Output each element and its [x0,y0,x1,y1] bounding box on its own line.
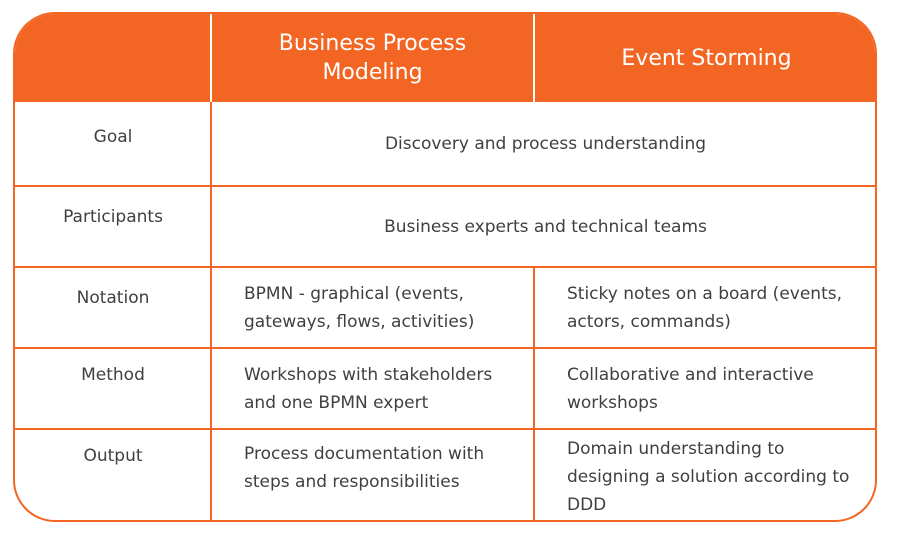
method-es-text: Collaborative and interactive workshops [567,364,814,413]
header-empty-cell [15,14,211,102]
method-bpm-text: Workshops with stakeholders and one BPMN… [244,364,493,413]
header-divider [210,14,212,102]
row-label-method: Method [15,347,211,403]
notation-es-value: Sticky notes on a board (events, actors,… [535,268,875,347]
notation-es-text: Sticky notes on a board (events, actors,… [567,283,842,332]
row-label-text: Goal [93,127,133,147]
comparison-table: Business Process Modeling Event Storming… [13,12,877,522]
output-bpm-text: Process documentation with steps and res… [244,444,485,492]
goal-value-text: Discovery and process understanding [384,133,707,154]
output-es-text: Domain understanding to designing a solu… [567,439,850,515]
row-label-text: Output [83,446,143,466]
row-label-text: Participants [63,207,163,227]
row-label-text: Notation [76,288,150,308]
method-bpm-value: Workshops with stakeholders and one BPMN… [212,349,533,428]
method-es-value: Collaborative and interactive workshops [535,349,875,428]
header-divider [533,14,535,102]
header-event-storming: Event Storming [534,14,875,102]
row-label-participants: Participants [15,189,211,245]
output-es-value: Domain understanding to designing a solu… [535,430,875,520]
column-divider [210,102,212,520]
column-divider [533,266,535,520]
notation-bpm-text: BPMN - graphical (events, gateways, flow… [244,283,475,332]
row-divider [15,428,875,430]
participants-value-text: Business experts and technical teams [384,216,707,237]
row-label-goal: Goal [15,109,211,165]
participants-value: Business experts and technical teams [212,187,875,266]
row-label-text: Method [81,365,145,385]
header-col2-label: Business Process Modeling [278,31,467,85]
row-divider [15,266,875,268]
row-divider [15,185,875,187]
row-label-notation: Notation [15,270,211,326]
goal-value: Discovery and process understanding [212,102,875,185]
output-bpm-value: Process documentation with steps and res… [212,430,533,506]
row-label-output: Output [15,428,211,484]
notation-bpm-value: BPMN - graphical (events, gateways, flow… [212,268,533,347]
header-col3-label: Event Storming [621,45,792,71]
row-divider [15,347,875,349]
header-business-process-modeling: Business Process Modeling [211,14,534,102]
